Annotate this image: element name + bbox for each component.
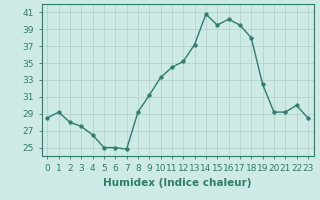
X-axis label: Humidex (Indice chaleur): Humidex (Indice chaleur)	[103, 178, 252, 188]
